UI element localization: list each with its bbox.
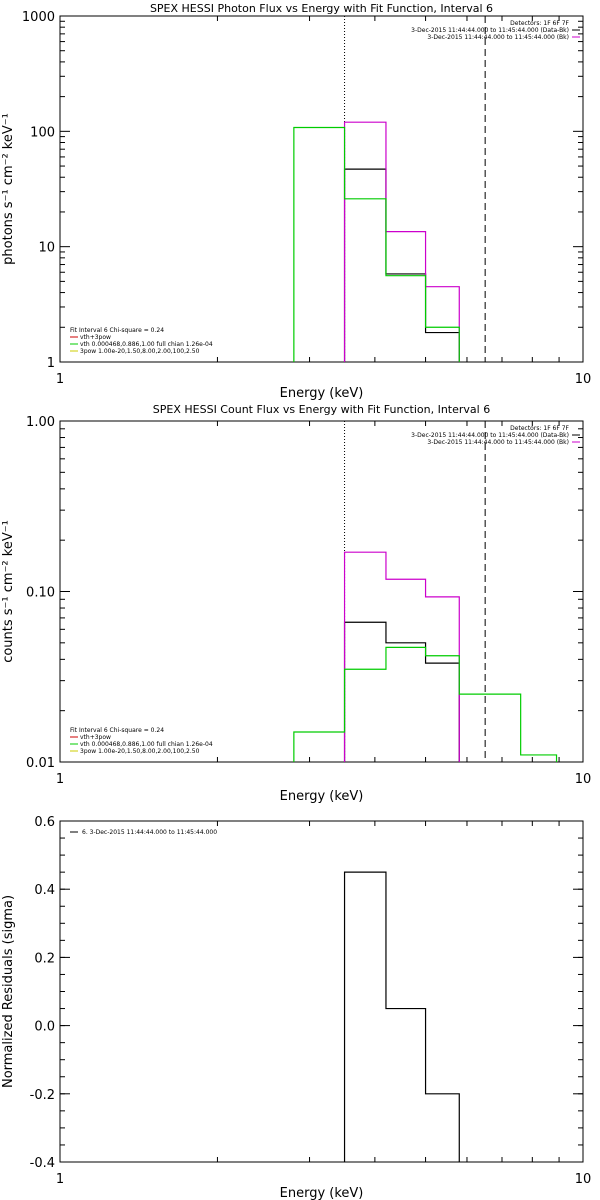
series-bk bbox=[343, 551, 460, 762]
plot-area bbox=[293, 421, 558, 762]
series-data-bk bbox=[343, 621, 460, 762]
series-vth bbox=[293, 646, 558, 762]
y-tick-label: -0.2 bbox=[30, 1088, 55, 1103]
plot-frame bbox=[59, 820, 584, 1163]
chart-panel-2: SPEX HESSI Count Flux vs Energy with Fit… bbox=[1, 403, 591, 804]
y-tick-label: 0.6 bbox=[34, 815, 55, 830]
legend-entry: vth+3pow bbox=[80, 334, 111, 341]
x-tick-label: 1 bbox=[56, 772, 64, 787]
series-data-bk bbox=[343, 168, 460, 362]
plot-frame bbox=[59, 420, 584, 763]
x-tick-label: 1 bbox=[56, 1172, 64, 1187]
plot-frame bbox=[59, 15, 584, 363]
y-tick-label: -0.4 bbox=[30, 1156, 55, 1171]
legend-entry: vth+3pow bbox=[80, 734, 111, 741]
y-tick-label: 0.10 bbox=[26, 586, 55, 601]
legend-entry: vth 0.000468,0.886,1.00 full chian 1.26e… bbox=[80, 341, 213, 348]
legend-entry: 3-Dec-2015 11:44:44.000 to 11:45:44.000 … bbox=[427, 439, 569, 446]
x-tick-label: 10 bbox=[575, 372, 592, 387]
y-tick-label: 0.01 bbox=[26, 756, 55, 771]
y-axis-label: counts s⁻¹ cm⁻² keV⁻¹ bbox=[1, 520, 16, 663]
y-tick-label: 10 bbox=[38, 241, 55, 256]
y-tick-label: 0.2 bbox=[34, 951, 55, 966]
chart-panel-1: SPEX HESSI Photon Flux vs Energy with Fi… bbox=[1, 2, 591, 401]
x-tick-label: 10 bbox=[575, 772, 592, 787]
legend-entry: Fit Interval 6 Chi-square = 0.24 bbox=[70, 327, 164, 334]
chart-title: SPEX HESSI Count Flux vs Energy with Fit… bbox=[153, 403, 490, 416]
x-tick-label: 1 bbox=[56, 372, 64, 387]
x-axis-label: Energy (keV) bbox=[280, 789, 364, 804]
series-vth bbox=[293, 126, 460, 362]
x-axis-label: Energy (keV) bbox=[280, 386, 364, 401]
y-axis-label: photons s⁻¹ cm⁻² keV⁻¹ bbox=[1, 113, 16, 265]
series-6-3-dec-2015-11-44-44-000-to-11-45-44-000 bbox=[343, 871, 460, 1162]
legend-entry: 3-Dec-2015 11:44:44.000 to 11:45:44.000 … bbox=[427, 34, 569, 41]
legend-entry: 3-Dec-2015 11:44:44.000 to 11:45:44.000 … bbox=[411, 432, 569, 439]
chart-title: SPEX HESSI Photon Flux vs Energy with Fi… bbox=[150, 2, 493, 15]
legend-entry: Fit Interval 6 Chi-square = 0.24 bbox=[70, 727, 164, 734]
plot-area bbox=[293, 16, 486, 362]
y-tick-label: 1000 bbox=[22, 10, 55, 25]
plot-area bbox=[343, 871, 460, 1162]
chart-panel-3: 1 10 Energy (keV) -0.4 -0.2 0.0 0.2 0.4 0.6 Norma… bbox=[1, 815, 591, 1200]
legend-entry: 3-Dec-2015 11:44:44.000 to 11:45:44.000 … bbox=[411, 27, 569, 34]
legend-entry: 3pow 1.00e-20,1.50,8.00,2.00,100,2.50 bbox=[80, 748, 200, 755]
legend-entry: 3pow 1.00e-20,1.50,8.00,2.00,100,2.50 bbox=[80, 348, 200, 355]
series-bk bbox=[343, 121, 460, 362]
x-tick-label: 10 bbox=[575, 1172, 592, 1187]
y-tick-label: 100 bbox=[30, 125, 55, 140]
legend-entry: vth 0.000468,0.886,1.00 full chian 1.26e… bbox=[80, 741, 213, 748]
y-tick-label: 1 bbox=[47, 356, 55, 371]
y-tick-label: 1.00 bbox=[26, 415, 55, 430]
y-tick-label: 0.0 bbox=[34, 1020, 55, 1035]
x-axis-label: Energy (keV) bbox=[280, 1186, 364, 1200]
legend-entry: 6. 3-Dec-2015 11:44:44.000 to 11:45:44.0… bbox=[82, 829, 217, 836]
legend-entry: Detectors: 1F 6F 7F bbox=[510, 425, 569, 432]
y-axis-label: Normalized Residuals (sigma) bbox=[1, 895, 16, 1088]
legend-entry: Detectors: 1F 6F 7F bbox=[510, 20, 569, 27]
y-tick-label: 0.4 bbox=[34, 883, 55, 898]
